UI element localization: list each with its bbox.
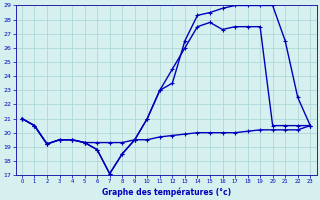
X-axis label: Graphe des températures (°c): Graphe des températures (°c) — [101, 187, 231, 197]
